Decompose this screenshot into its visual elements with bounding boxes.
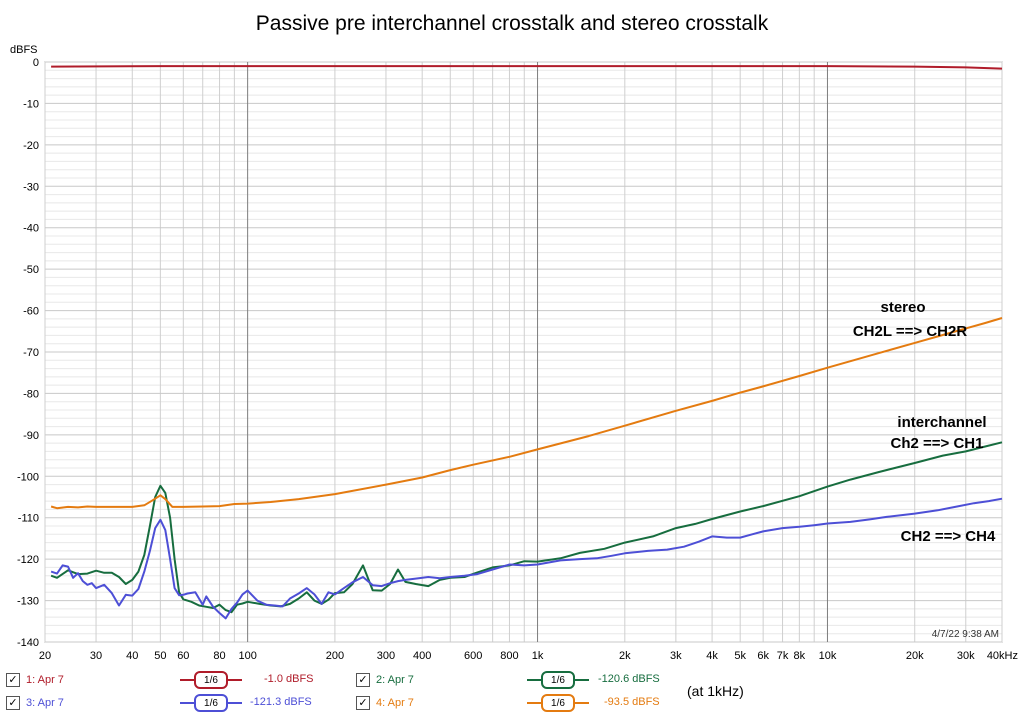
x-tick-label: 80 [213,650,225,662]
annotations: stereo CH2L ==> CH2R interchannel Ch2 ==… [853,299,996,545]
x-tick-label: 300 [377,650,395,662]
x-tick-label: 400 [413,650,431,662]
x-tick-label: 7k [777,650,789,662]
y-tick-label: -130 [17,596,39,608]
timestamp: 4/7/22 9:38 AM [932,629,999,640]
y-tick-label: -100 [17,471,39,483]
legend-checkbox-4[interactable]: ✓ [356,696,370,710]
y-tick-labels: 0 -10 -20 -30 -40 -50 -60 -70 -80 -90 -100 -110 -120… [17,57,39,649]
legend-item-3[interactable]: ✓ 3: Apr 7 [6,693,64,713]
annotation-ch2-ch1: Ch2 ==> CH1 [891,435,984,452]
legend-row-1: ✓ 1: Apr 7 1/6 -1.0 dBFS ✓ 2: Apr 7 1/6 … [0,670,1024,690]
legend-value-1: -1.0 dBFS [264,673,314,685]
smoothing-value-3: 1/6 [194,694,228,712]
series-layer [50,65,1003,620]
legend-label-2: 2: Apr 7 [376,674,414,686]
series-line-1 [51,65,1003,70]
legend-value-4: -93.5 dBFS [604,696,660,708]
x-tick-label: 40kHz [987,650,1018,662]
smoothing-value-1: 1/6 [194,671,228,689]
chart-area: Passive pre interchannel crosstalk and s… [10,12,1018,662]
legend-checkbox-2[interactable]: ✓ [356,673,370,687]
x-tick-label: 3k [670,650,682,662]
annotation-ch2l-ch2r: CH2L ==> CH2R [853,323,968,340]
x-tick-label: 30k [957,650,975,662]
minor-grid [44,62,1003,642]
x-tick-label: 600 [464,650,482,662]
y-tick-label: -140 [17,637,39,649]
legend-label-4: 4: Apr 7 [376,697,414,709]
annotation-stereo: stereo [880,299,925,316]
x-tick-label: 100 [238,650,256,662]
legend-row-2: ✓ 3: Apr 7 1/6 -121.3 dBFS ✓ 4: Apr 7 1/… [0,693,1024,713]
series-line-4 [50,317,1003,510]
smoothing-value-2: 1/6 [541,671,575,689]
smoothing-control-4[interactable]: 1/6 [527,694,589,712]
legend-value-2: -120.6 dBFS [598,673,660,685]
series-line-3 [50,497,1003,620]
y-tick-label: -40 [23,223,39,235]
at-1khz-note: (at 1kHz) [687,683,744,699]
x-tick-label: 6k [757,650,769,662]
y-tick-label: -110 [18,513,39,525]
y-tick-label: -70 [23,347,39,359]
smoothing-control-1[interactable]: 1/6 [180,671,242,689]
y-tick-label: -30 [23,181,39,193]
annotation-interchannel: interchannel [897,414,986,431]
legend-checkbox-3[interactable]: ✓ [6,696,20,710]
smoothing-control-3[interactable]: 1/6 [180,694,242,712]
legend-label-3: 3: Apr 7 [26,697,64,709]
legend-label-1: 1: Apr 7 [26,674,64,686]
chart-title: Passive pre interchannel crosstalk and s… [256,12,769,35]
x-tick-labels: 20 30 40 50 60 80 100 200 300 400 600 800 1k 2k 3k 4k 5k… [39,650,1018,662]
x-tick-label: 50 [154,650,166,662]
y-tick-label: -90 [23,430,39,442]
x-tick-label: 60 [177,650,189,662]
legend-checkbox-1[interactable]: ✓ [6,673,20,687]
y-tick-label: 0 [33,57,39,69]
x-tick-label: 10k [819,650,837,662]
legend-item-1[interactable]: ✓ 1: Apr 7 [6,670,64,690]
legend-value-3: -121.3 dBFS [250,696,312,708]
x-tick-label: 40 [126,650,138,662]
series-line-2 [50,441,1003,614]
x-tick-label: 20k [906,650,924,662]
x-tick-label: 800 [500,650,518,662]
smoothing-value-4: 1/6 [541,694,575,712]
x-tick-label: 30 [90,650,102,662]
legend-item-4[interactable]: ✓ 4: Apr 7 [356,693,414,713]
y-tick-label: -20 [23,140,39,152]
annotation-ch2-ch4: CH2 ==> CH4 [901,528,996,545]
y-tick-label: -10 [23,98,39,110]
x-tick-label: 20 [39,650,51,662]
x-tick-label: 5k [734,650,746,662]
x-tick-label: 200 [326,650,344,662]
smoothing-control-2[interactable]: 1/6 [527,671,589,689]
legend-item-2[interactable]: ✓ 2: Apr 7 [356,670,414,690]
y-tick-label: -50 [23,264,39,276]
y-tick-label: -80 [23,388,39,400]
x-tick-label: 1k [532,650,544,662]
y-tick-label: -120 [17,554,39,566]
y-tick-label: -60 [23,306,39,318]
x-tick-label: 8k [794,650,806,662]
x-tick-label: 2k [619,650,631,662]
major-grid [45,61,1002,643]
x-tick-label: 4k [706,650,718,662]
y-axis-label: dBFS [10,44,38,56]
